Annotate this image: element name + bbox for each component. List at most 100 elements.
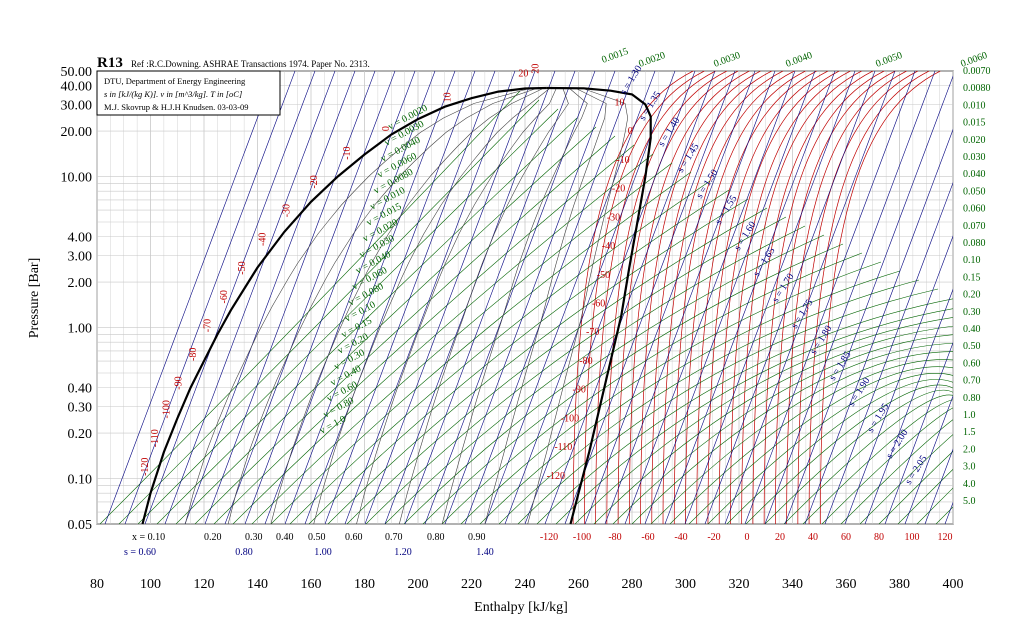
quality-line [185, 88, 528, 525]
isochore [460, 261, 882, 524]
isochore [764, 389, 953, 524]
isentrope [624, 71, 796, 524]
isotherm [808, 71, 930, 524]
volume-label-right: 0.20 [963, 290, 981, 301]
isentrope [784, 75, 953, 524]
isentrope [484, 71, 656, 524]
isochore [612, 334, 953, 524]
volume-label-right: 3.0 [963, 462, 976, 473]
x-tick-label: 220 [461, 577, 482, 592]
volume-label-right: 0.040 [963, 169, 986, 180]
liquid-temperature-label: 20 [530, 64, 541, 74]
isentrope [464, 71, 636, 524]
isochore [441, 252, 863, 524]
isentrope [704, 71, 876, 524]
volume-label-right: 0.070 [963, 221, 986, 232]
volume-label-right: 0.020 [963, 135, 986, 146]
isochores [99, 90, 953, 524]
isotherm [707, 71, 829, 524]
isentrope [824, 182, 953, 524]
isotherm [718, 71, 840, 524]
x-tick-label: 160 [301, 577, 322, 592]
isentrope [844, 235, 953, 524]
isentrope [564, 71, 736, 524]
vapor-temperature-label: -10 [616, 155, 629, 166]
quality-label: 0.70 [385, 532, 403, 543]
isotherm [763, 71, 885, 524]
volume-label-right: 1.5 [963, 427, 976, 438]
temperature-axis-label: -80 [608, 532, 621, 543]
isentrope [884, 341, 953, 524]
chart-header: R13 Ref :R.C.Downing. ASHRAE Transaction… [97, 55, 370, 71]
liquid-temperature-label: -60 [219, 290, 230, 303]
volume-label-right: 0.015 [963, 118, 986, 129]
x-tick-label: 300 [675, 577, 696, 592]
y-tick-label: 2.00 [68, 276, 93, 291]
isochore [479, 270, 901, 524]
volume-label-right: 1.0 [963, 410, 976, 421]
volume-label-right: 0.40 [963, 324, 981, 335]
isentrope [184, 71, 356, 524]
isentrope [764, 71, 936, 524]
volume-label-right: 0.30 [963, 307, 981, 318]
axes: 80 100 120 140 160 180 200 220 240 260 280 300 320 34… [61, 65, 964, 592]
volume-label-right: 0.10 [963, 255, 981, 266]
y-tick-label: 0.10 [68, 473, 93, 488]
quality-label: 0.90 [468, 532, 486, 543]
isochore [688, 366, 953, 524]
liquid-temperature-label: -80 [188, 348, 199, 361]
isentrope [164, 71, 336, 524]
liquid-temperature-label: 0 [381, 126, 392, 131]
quality-line [441, 88, 588, 525]
isochore [593, 325, 953, 524]
temperature-axis-label: -100 [573, 532, 591, 543]
volume-label-top: 0.0030 [712, 50, 742, 70]
quality-line [399, 88, 569, 525]
liquid-temperature-label: 10 [443, 92, 454, 102]
isentrope [584, 71, 756, 524]
isochore [384, 225, 806, 524]
vapor-temperature-label: -80 [579, 356, 592, 367]
isentrope [324, 71, 496, 524]
isochore [650, 351, 953, 524]
isentrope [804, 128, 953, 524]
isochore [194, 135, 616, 524]
isotherm [595, 71, 716, 524]
y-tick-label: 0.05 [68, 518, 93, 533]
quality-line [270, 88, 543, 525]
vapor-temperature-label: -110 [554, 442, 572, 453]
isentrope [864, 288, 953, 524]
volume-label-right: 0.15 [963, 272, 981, 283]
isotherm [786, 71, 907, 524]
isentrope [264, 71, 436, 524]
temperature-axis-label: 40 [808, 532, 818, 543]
entropy-axis-label: 0.80 [235, 547, 253, 558]
temperature-axis-label: -120 [540, 532, 558, 543]
chart-title: R13 [97, 55, 123, 71]
credit-line-3: M.J. Skovrup & H.J.H Knudsen. 03-03-09 [104, 102, 249, 112]
vapor-temperature-label: -100 [561, 413, 579, 424]
isochore [669, 359, 953, 524]
credits-frame [96, 70, 281, 116]
quality-label: 0.40 [276, 532, 294, 543]
volume-label-right: 0.0080 [963, 83, 991, 94]
isentrope [544, 71, 716, 524]
isentrope [724, 71, 896, 524]
vapor-temperature-label: -120 [547, 471, 565, 482]
y-tick-label: 0.30 [68, 400, 93, 415]
isentrope [904, 395, 953, 524]
isochore [840, 419, 953, 524]
y-tick-label: 10.00 [61, 171, 93, 186]
temperature-axis-label: 0 [745, 532, 750, 543]
isentrope [664, 71, 836, 524]
isochore [726, 379, 953, 524]
isentrope [204, 71, 376, 524]
volume-label-right: 0.080 [963, 238, 986, 249]
isentrope [684, 71, 856, 524]
quality-line [227, 88, 535, 525]
y-tick-label: 20.00 [61, 125, 93, 140]
volume-label-right: 0.60 [963, 358, 981, 369]
quality-lines [185, 88, 629, 525]
volume-label-top: 0.0040 [784, 50, 814, 70]
liquid-temperature-label: -90 [174, 376, 185, 389]
